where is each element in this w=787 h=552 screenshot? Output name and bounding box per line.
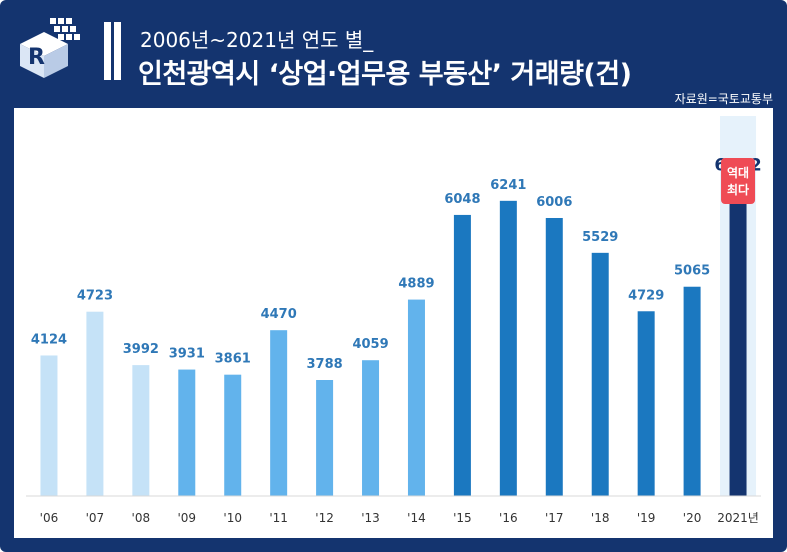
bar-value-label: 3788 bbox=[307, 357, 343, 372]
bar bbox=[40, 355, 58, 496]
bar-value-label: 4889 bbox=[398, 277, 434, 292]
x-tick-label: '16 bbox=[499, 511, 518, 525]
record-badge-text: 최다 bbox=[727, 182, 749, 197]
bar-value-label: 3992 bbox=[123, 342, 159, 357]
x-tick-label: 2021년 bbox=[717, 511, 759, 525]
bar-chart: 4124 '06 4723 '07 3992 '08 3931 '09 3861 '10 4470 '… bbox=[26, 116, 762, 525]
data-source: 자료원=국토교통부 bbox=[674, 92, 773, 106]
bar bbox=[270, 330, 288, 496]
x-tick-label: '17 bbox=[545, 511, 564, 525]
bar bbox=[86, 311, 104, 496]
x-tick-label: '11 bbox=[269, 511, 288, 525]
bar-value-label: 3861 bbox=[215, 352, 251, 367]
x-tick-label: '07 bbox=[86, 511, 105, 525]
record-badge bbox=[721, 158, 756, 204]
bar-value-label: 4470 bbox=[261, 307, 297, 322]
title-accent-bar bbox=[104, 22, 111, 80]
bar bbox=[683, 286, 701, 496]
bar bbox=[407, 299, 425, 496]
bar bbox=[499, 200, 517, 496]
x-tick-label: '19 bbox=[637, 511, 656, 525]
chart-panel: 4124 '06 4723 '07 3992 '08 3931 '09 3861 '10 4470 '… bbox=[14, 108, 773, 538]
x-tick-label: '18 bbox=[591, 511, 610, 525]
x-tick-label: '09 bbox=[177, 511, 196, 525]
bar bbox=[178, 369, 196, 496]
bar-value-label: 4124 bbox=[31, 332, 67, 347]
x-tick-label: '10 bbox=[223, 511, 242, 525]
bar bbox=[591, 252, 609, 496]
x-tick-label: '14 bbox=[407, 511, 426, 525]
bar-value-label: 6048 bbox=[444, 192, 480, 207]
bar bbox=[132, 365, 150, 496]
svg-text:R: R bbox=[28, 45, 45, 70]
record-badge-text: 역대 bbox=[727, 165, 749, 180]
bar-value-label: 5065 bbox=[674, 264, 710, 279]
bar bbox=[729, 180, 747, 496]
title-accent-bar bbox=[114, 22, 121, 80]
bar-value-label: 3931 bbox=[169, 347, 205, 362]
bar bbox=[316, 380, 334, 496]
bar-value-label: 4059 bbox=[352, 337, 388, 352]
logo-icon: R bbox=[20, 18, 80, 78]
bar bbox=[453, 214, 471, 496]
bar-value-label: 6241 bbox=[490, 178, 526, 193]
bar-value-label: 5529 bbox=[582, 230, 618, 245]
x-tick-label: '13 bbox=[361, 511, 380, 525]
bar bbox=[545, 217, 563, 496]
x-tick-label: '20 bbox=[683, 511, 702, 525]
bar bbox=[224, 374, 242, 496]
x-tick-label: '08 bbox=[132, 511, 151, 525]
bar-value-label: 4729 bbox=[628, 288, 664, 303]
chart-title: 인천광역시 ‘상업·업무용 부동산’ 거래량(건) bbox=[138, 59, 632, 90]
bar bbox=[362, 360, 380, 496]
bar-value-label: 4723 bbox=[77, 289, 113, 304]
bar bbox=[637, 311, 655, 496]
x-tick-label: '06 bbox=[40, 511, 59, 525]
x-tick-label: '15 bbox=[453, 511, 472, 525]
bar-value-label: 6006 bbox=[536, 195, 572, 210]
x-tick-label: '12 bbox=[315, 511, 334, 525]
chart-subtitle: 2006년~2021년 연도 별_ bbox=[140, 28, 374, 52]
